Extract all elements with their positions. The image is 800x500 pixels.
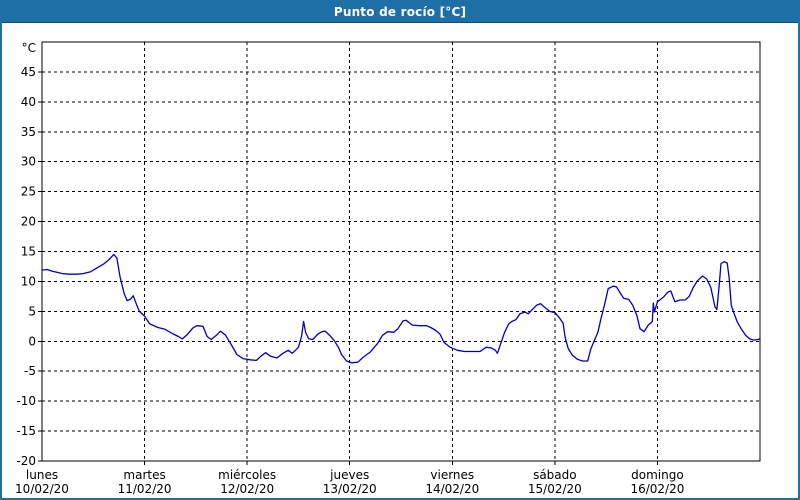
y-tick-label: 30	[21, 155, 36, 169]
y-tick-label: -20	[16, 454, 36, 468]
x-date-label: 16/02/20	[630, 482, 684, 496]
y-axis-unit-label: °C	[22, 41, 36, 55]
y-tick-label: 45	[21, 65, 36, 79]
x-day-label: sábado	[533, 468, 577, 482]
y-tick-label: 15	[21, 245, 36, 259]
x-date-label: 10/02/20	[15, 482, 69, 496]
y-tick-label: 25	[21, 185, 36, 199]
y-tick-label: -15	[16, 424, 36, 438]
x-date-label: 13/02/20	[323, 482, 377, 496]
x-date-label: 15/02/20	[528, 482, 582, 496]
x-day-label: lunes	[26, 468, 58, 482]
y-tick-label: -10	[16, 394, 36, 408]
x-day-label: miércoles	[218, 468, 276, 482]
y-tick-label: -5	[24, 364, 36, 378]
x-day-label: martes	[123, 468, 165, 482]
x-day-label: viernes	[430, 468, 474, 482]
chart-svg: 45 40 35 30 25 20 15 10 5 0 -5 -10 -15 -20 °C lunes10/0…	[0, 0, 800, 500]
x-day-label: jueves	[329, 468, 369, 482]
dew-point-line	[42, 255, 760, 363]
y-tick-label: 40	[21, 95, 36, 109]
x-date-label: 12/02/20	[220, 482, 274, 496]
y-tick-label: 5	[28, 304, 36, 318]
y-tick-label: 10	[21, 274, 36, 288]
chart-title: Punto de rocío [°C]	[334, 5, 466, 19]
y-tick-label: 20	[21, 215, 36, 229]
x-date-label: 11/02/20	[118, 482, 172, 496]
y-tick-label: 35	[21, 125, 36, 139]
x-day-label: domingo	[631, 468, 684, 482]
title-bar: Punto de rocío [°C]	[2, 2, 798, 23]
y-tick-label: 0	[28, 334, 36, 348]
plot-frame	[42, 42, 760, 461]
chart-window: Punto de rocío [°C] 45 40 35 30 25 20 15 10 5 0 -5…	[0, 0, 800, 500]
x-date-label: 14/02/20	[425, 482, 479, 496]
